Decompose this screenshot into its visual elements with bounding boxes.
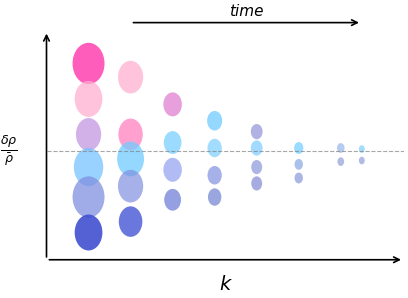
Circle shape (251, 140, 263, 156)
Circle shape (208, 188, 222, 206)
Circle shape (75, 215, 102, 251)
Circle shape (208, 166, 222, 184)
Circle shape (251, 160, 262, 174)
Text: k: k (220, 275, 231, 294)
Circle shape (118, 119, 143, 150)
Circle shape (337, 157, 344, 166)
Circle shape (164, 131, 182, 154)
Circle shape (295, 159, 303, 170)
Text: time: time (229, 4, 264, 19)
Circle shape (118, 170, 143, 203)
Circle shape (208, 139, 222, 157)
Circle shape (359, 157, 365, 164)
Circle shape (163, 92, 182, 117)
Circle shape (73, 43, 104, 84)
Circle shape (207, 111, 222, 131)
Circle shape (75, 81, 102, 117)
Circle shape (74, 148, 103, 186)
Circle shape (117, 142, 144, 176)
Circle shape (119, 206, 142, 237)
Circle shape (251, 124, 263, 139)
Circle shape (251, 176, 262, 190)
Circle shape (118, 61, 143, 94)
Circle shape (359, 145, 365, 153)
Circle shape (294, 142, 304, 154)
Circle shape (164, 189, 181, 211)
Text: $\frac{\delta\rho}{\bar{\rho}}$: $\frac{\delta\rho}{\bar{\rho}}$ (0, 134, 18, 168)
Circle shape (76, 118, 101, 151)
Circle shape (163, 158, 182, 182)
Circle shape (337, 143, 345, 153)
Circle shape (73, 176, 104, 218)
Circle shape (295, 173, 303, 184)
